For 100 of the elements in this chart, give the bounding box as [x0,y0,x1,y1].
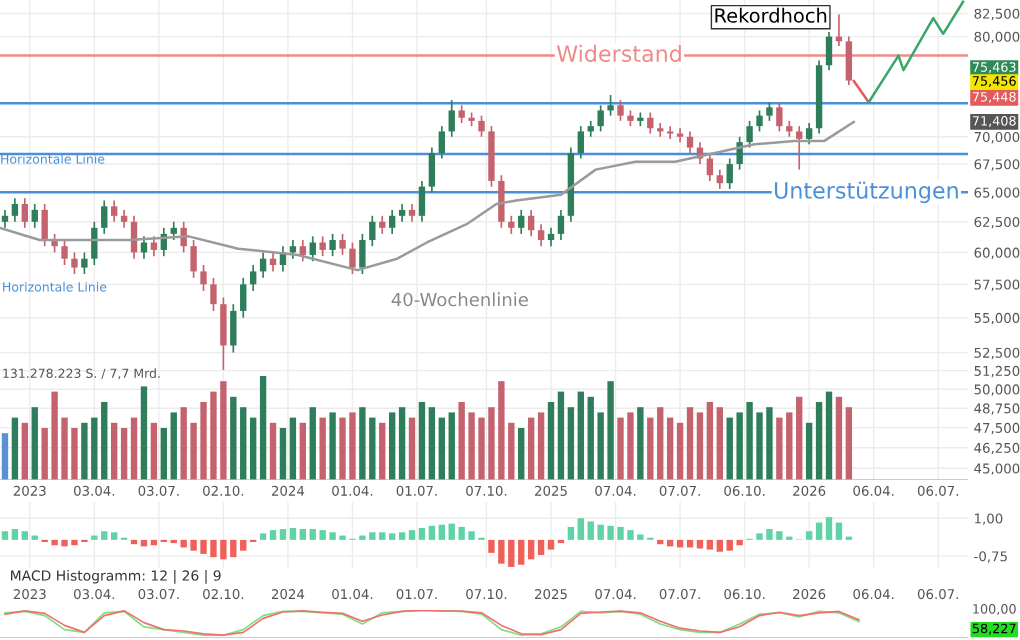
bar [637,407,644,480]
candlestick [776,101,783,133]
candlestick [21,197,29,229]
bar [438,417,445,480]
bar [547,539,555,550]
candlestick [805,122,813,146]
candlestick [41,203,48,248]
bar [379,532,386,540]
candlestick [418,180,426,223]
candlestick [91,220,98,266]
candlestick [379,214,386,235]
candlestick [527,209,535,238]
bar [130,417,138,480]
candlestick [339,233,346,256]
candlestick [349,241,356,275]
bar [418,402,426,480]
bar [805,422,813,480]
candlestick [299,239,306,263]
candlestick [547,226,555,248]
bar [825,517,833,540]
candlestick [676,127,684,143]
candlestick [796,125,803,171]
bar [518,539,525,565]
bar [547,402,555,480]
candlestick [240,277,247,319]
bar [577,518,584,540]
candlestick [61,239,68,266]
bar [567,526,575,540]
bar [448,412,455,480]
bar [120,428,128,480]
bar [259,376,267,480]
candlestick [647,111,654,135]
bar [845,407,853,480]
bar [249,417,257,480]
candlestick [478,114,485,138]
candlestick [825,31,833,71]
bar [160,428,168,480]
bar [299,422,306,480]
bar [279,529,287,540]
candlestick [309,235,316,263]
candlestick [508,214,515,235]
candlestick [518,209,525,235]
candlestick [101,199,108,235]
candlestick [81,251,88,275]
bar [796,396,803,480]
bar [706,539,714,550]
candlestick [359,233,366,275]
candlestick [220,296,227,371]
candlestick [289,239,297,260]
candlestick [736,135,743,171]
bar [388,412,396,480]
bar [110,532,118,540]
bar [686,407,694,480]
bar [835,396,843,480]
candlestick [31,203,38,229]
bar [21,531,29,540]
bar [289,417,297,480]
bar [398,532,406,540]
bar [259,533,267,540]
bar [418,527,426,540]
bar [527,539,535,560]
candlestick [388,209,396,235]
candlestick [756,109,763,133]
candlestick [577,125,584,160]
bar [815,402,823,480]
bar [577,391,584,480]
ref-line-label: Widerstand [556,44,681,63]
bar [269,422,277,480]
bar [319,417,326,480]
bar [557,391,565,480]
bar [805,531,813,540]
candlestick [557,209,565,241]
candlestick [249,264,257,292]
bar [289,527,297,540]
candlestick [140,235,148,260]
bar [518,428,525,480]
candlestick [190,239,197,279]
bar [716,407,723,480]
bar [537,539,545,556]
bar [1,531,9,540]
bar [706,402,714,480]
bar [428,407,436,480]
bar [815,522,823,540]
candlestick [706,152,714,182]
candlestick [200,264,207,292]
candlestick [448,99,455,138]
candlestick [845,35,853,86]
bar [388,533,396,540]
bar [428,525,436,540]
candlestick [597,104,604,133]
bar [21,422,29,480]
candlestick [607,94,614,117]
bar [11,529,19,540]
bar [696,539,704,549]
bar [657,407,664,480]
candlestick [498,174,505,229]
bar [279,428,287,480]
candlestick [428,146,436,194]
bar [269,530,277,540]
bar [716,539,723,552]
